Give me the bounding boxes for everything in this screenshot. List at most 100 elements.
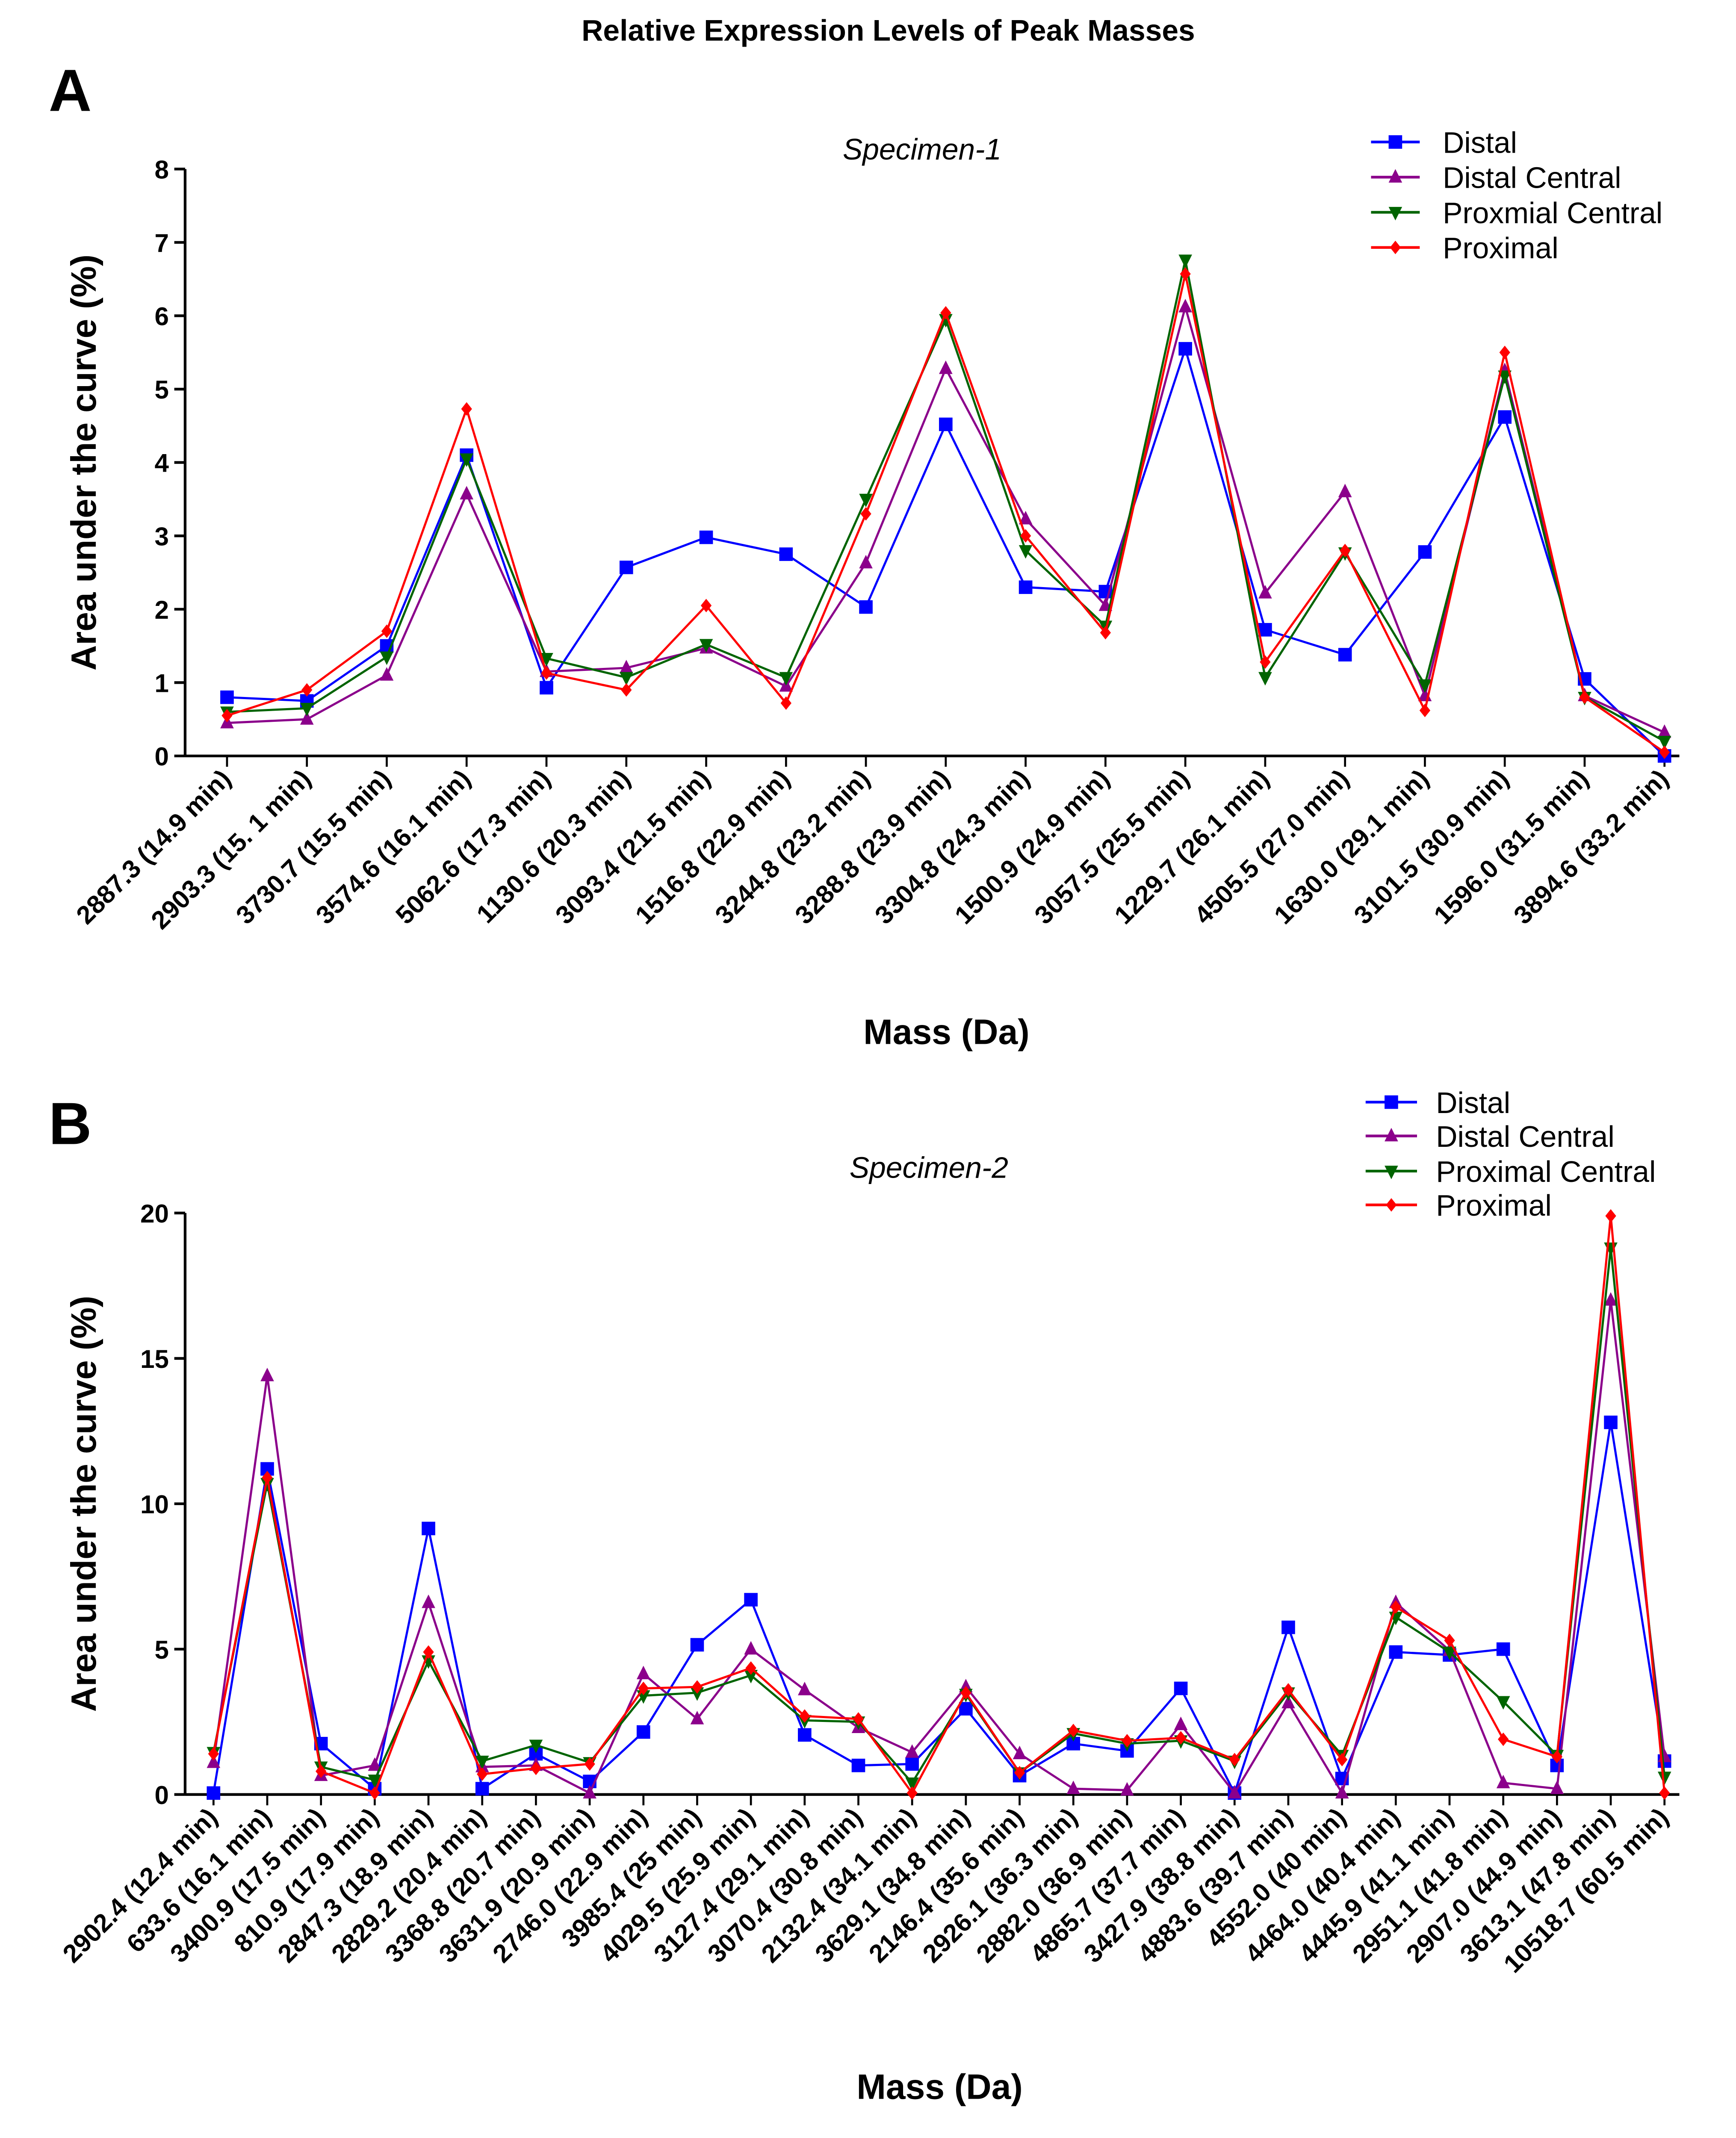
legend-marker-icon xyxy=(1385,1166,1398,1179)
data-point xyxy=(1335,1785,1349,1798)
data-point xyxy=(798,1681,812,1695)
data-point xyxy=(1019,545,1033,559)
legend-marker-icon xyxy=(1385,1128,1398,1142)
y-tick-label: 1 xyxy=(155,669,169,697)
data-point xyxy=(1496,1642,1510,1656)
data-point xyxy=(1174,1681,1188,1695)
y-axis-title: Area under the curve (%) xyxy=(65,254,103,670)
legend-label: Distal Central xyxy=(1436,1120,1615,1153)
data-point xyxy=(1550,1781,1564,1794)
data-point xyxy=(1657,735,1671,750)
series-distal-central xyxy=(220,298,1671,738)
series-distal xyxy=(220,342,1671,763)
x-axis-title: Mass (Da) xyxy=(856,2067,1022,2106)
data-point xyxy=(475,1755,489,1769)
data-point xyxy=(221,709,233,723)
data-point xyxy=(940,306,951,320)
data-point xyxy=(1258,585,1272,599)
data-point xyxy=(905,1777,919,1791)
data-point xyxy=(960,1686,971,1700)
data-point xyxy=(1178,342,1192,356)
data-point xyxy=(1496,1696,1510,1710)
x-tick-label: 3101.5 (30.9 min) xyxy=(1349,764,1514,930)
data-point xyxy=(1013,1745,1027,1760)
data-point xyxy=(1498,410,1512,424)
data-point xyxy=(369,1786,381,1800)
legend-entry: Proximal xyxy=(1365,1189,1552,1222)
legend-label: Distal Central xyxy=(1443,161,1621,195)
data-point xyxy=(1579,690,1590,704)
series-proximal xyxy=(221,267,1670,759)
legend-marker-icon xyxy=(1388,135,1402,149)
data-point xyxy=(619,660,633,673)
legend-label: Proximal xyxy=(1436,1189,1552,1222)
legend-label: Proxmial Central xyxy=(1443,196,1662,230)
data-point xyxy=(422,1594,435,1608)
data-point xyxy=(1605,1209,1616,1223)
data-point xyxy=(1260,655,1271,669)
series-line xyxy=(212,1300,1666,1796)
data-point xyxy=(1068,1724,1079,1737)
data-point xyxy=(540,681,553,695)
data-point xyxy=(1120,1782,1134,1796)
panel-letter: A xyxy=(49,57,92,124)
data-point xyxy=(1390,1600,1401,1614)
data-point xyxy=(1604,1415,1618,1429)
x-tick-label: 1229.7 (26.1 min) xyxy=(1109,764,1274,930)
x-tick-label: 3288.8 (23.9 min) xyxy=(789,764,955,930)
data-point xyxy=(1657,1772,1671,1785)
data-point xyxy=(699,639,713,653)
x-tick-label: 3057.5 (25.5 min) xyxy=(1029,764,1195,930)
data-point xyxy=(690,1638,704,1652)
y-tick-label: 5 xyxy=(155,375,169,404)
legend-label: Proximal xyxy=(1443,231,1559,265)
data-point xyxy=(368,1775,382,1788)
data-point xyxy=(1337,1753,1348,1766)
data-point xyxy=(636,1725,650,1739)
data-point xyxy=(260,1367,274,1382)
data-point xyxy=(207,1786,221,1800)
data-point xyxy=(690,1687,704,1701)
legend-marker-icon xyxy=(1388,207,1402,221)
y-tick-label: 4 xyxy=(155,449,169,478)
data-point xyxy=(1551,1750,1563,1764)
legend-entry: Distal Central xyxy=(1371,161,1621,195)
y-tick-label: 10 xyxy=(140,1490,169,1519)
legend-entry: Proximal xyxy=(1371,231,1559,265)
data-point xyxy=(583,1785,596,1798)
data-point xyxy=(1419,703,1431,718)
y-axis-title: Area under the curve (%) xyxy=(65,1296,103,1712)
panel-letter: B xyxy=(49,1091,92,1157)
data-point xyxy=(529,1739,543,1754)
x-tick-label: 2887.3 (14.9 min) xyxy=(71,764,236,930)
data-point xyxy=(475,1782,489,1795)
x-tick-label: 5062.6 (17.3 min) xyxy=(390,764,555,930)
data-point xyxy=(1444,1633,1455,1648)
data-point xyxy=(1175,1731,1187,1745)
data-point xyxy=(422,1521,435,1536)
data-point xyxy=(1418,545,1432,559)
data-point xyxy=(619,672,633,686)
data-point xyxy=(700,599,712,612)
data-point xyxy=(380,651,394,665)
data-point xyxy=(780,696,791,710)
legend-label: Distal xyxy=(1436,1086,1510,1119)
legend-label: Distal xyxy=(1443,126,1517,159)
data-point xyxy=(744,1670,758,1683)
x-tick-label: 1500.9 (24.9 min) xyxy=(949,764,1115,930)
data-point xyxy=(584,1757,595,1771)
series-proximal xyxy=(208,1209,1670,1800)
data-point xyxy=(1443,1646,1456,1660)
y-tick-label: 3 xyxy=(155,522,169,551)
data-point xyxy=(690,1710,704,1725)
data-point xyxy=(906,1786,918,1800)
data-point xyxy=(1019,580,1033,594)
x-tick-label: 1596.0 (31.5 min) xyxy=(1428,764,1594,930)
data-point xyxy=(859,493,873,508)
data-point xyxy=(853,1712,864,1726)
series-line xyxy=(212,1248,1666,1785)
x-axis-title: Mass (Da) xyxy=(863,1013,1029,1051)
y-tick-label: 0 xyxy=(155,1781,169,1810)
data-point xyxy=(300,703,314,717)
